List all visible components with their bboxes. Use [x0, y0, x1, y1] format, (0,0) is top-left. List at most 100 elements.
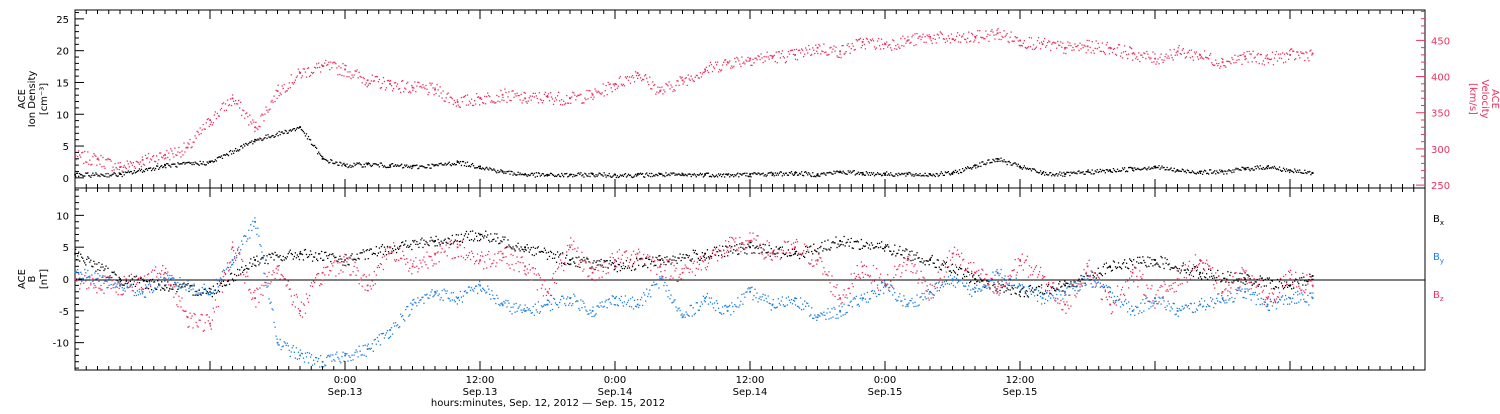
velocity-series-point — [298, 69, 299, 70]
bz-series-point — [546, 295, 547, 296]
density-series-point — [1116, 171, 1117, 172]
velocity-series-point — [1122, 57, 1123, 58]
bx-series-point — [928, 260, 929, 261]
bz-series-point — [506, 263, 507, 264]
bx-series-point — [1106, 262, 1107, 263]
velocity-series-point — [1119, 44, 1120, 45]
bx-series-point — [1147, 256, 1148, 257]
bx-series-point — [1257, 279, 1258, 280]
density-series-data-point — [344, 164, 346, 166]
bx-series-point — [464, 235, 465, 236]
velocity-series-data-point — [74, 155, 76, 157]
bz-series-point — [689, 272, 690, 273]
bx-series-point — [469, 240, 470, 241]
density-series-point — [1027, 168, 1028, 169]
velocity-series-point — [911, 36, 912, 37]
velocity-series-point — [384, 81, 385, 82]
density-series-point — [488, 169, 489, 170]
bx-series-point — [554, 258, 555, 259]
bz-series-point — [331, 263, 332, 264]
density-series-point — [832, 174, 833, 175]
density-series-point — [602, 174, 603, 175]
bx-series-point — [1207, 279, 1208, 280]
bx-series-point — [348, 264, 349, 265]
bz-series-point — [628, 265, 629, 266]
bx-series-point — [101, 264, 102, 265]
density-series-point — [1255, 166, 1256, 167]
velocity-series-point — [847, 45, 848, 46]
velocity-series-point — [921, 37, 922, 38]
bx-series-point — [1123, 262, 1124, 263]
velocity-series-point — [462, 101, 463, 102]
bz-series-point — [276, 273, 277, 274]
density-series-point — [873, 172, 874, 173]
bx-series-point — [1208, 269, 1209, 270]
density-series-point — [583, 176, 584, 177]
bx-series-point — [994, 286, 995, 287]
bx-series-point — [1148, 266, 1149, 267]
bz-series-point — [471, 251, 472, 252]
density-series-point — [306, 133, 307, 134]
velocity-series-point — [263, 120, 264, 121]
density-series-point — [456, 164, 457, 165]
density-series-point — [1230, 170, 1231, 171]
bx-series-point — [1143, 260, 1144, 261]
density-series-point — [495, 171, 496, 172]
velocity-series-point — [125, 167, 126, 168]
bz-series-point — [511, 264, 512, 265]
density-series-point — [924, 173, 925, 174]
density-series-point — [1205, 170, 1206, 171]
bx-series-point — [484, 235, 485, 236]
bx-series-point — [1129, 258, 1130, 259]
velocity-series-point — [542, 102, 543, 103]
density-series-point — [1186, 172, 1187, 173]
bz-series-point — [616, 266, 617, 267]
density-series-point — [942, 173, 943, 174]
bz-series-point — [254, 290, 255, 291]
bz-series-point — [312, 286, 313, 287]
bx-series-point — [695, 250, 696, 251]
density-series-data-point — [569, 174, 571, 176]
density-series-point — [1163, 167, 1164, 168]
velocity-series-point — [548, 93, 549, 94]
velocity-series-point — [403, 91, 404, 92]
bx-series-point — [485, 231, 486, 232]
bz-series-point — [650, 270, 651, 271]
velocity-series-point — [635, 71, 636, 72]
density-series-data-point — [524, 173, 526, 175]
bx-series-point — [734, 245, 735, 246]
bx-series-point — [501, 241, 502, 242]
density-series-data-point — [1267, 166, 1269, 168]
bx-series-point — [921, 258, 922, 259]
bz-series-point — [249, 289, 250, 290]
velocity-series-data-point — [299, 72, 301, 74]
density-series-point — [477, 167, 478, 168]
bz-series-point — [195, 322, 196, 323]
density-series-point — [90, 177, 91, 178]
density-series-point — [472, 163, 473, 164]
velocity-series-point — [112, 166, 113, 167]
density-series-data-point — [907, 173, 909, 175]
bx-series-point — [1132, 264, 1133, 265]
velocity-series-point — [990, 31, 991, 32]
bz-series-point — [526, 274, 527, 275]
bz-series-point — [395, 261, 396, 262]
bz-series-point — [414, 267, 415, 268]
bx-series-point — [355, 259, 356, 260]
density-series-point — [372, 165, 373, 166]
density-series-point — [1278, 169, 1279, 170]
density-series-point — [1293, 172, 1294, 173]
velocity-series-point — [1218, 63, 1219, 64]
density-series-point — [622, 175, 623, 176]
bz-series-point — [551, 295, 552, 296]
velocity-series-point — [1055, 42, 1056, 43]
velocity-series-data-point — [884, 43, 886, 45]
density-series-point — [151, 170, 152, 171]
bz-series-point — [385, 249, 386, 250]
velocity-series-point — [442, 97, 443, 98]
density-series-point — [932, 175, 933, 176]
bx-series-point — [1177, 268, 1178, 269]
velocity-series-point — [1300, 51, 1301, 52]
bx-series-point — [460, 241, 461, 242]
density-series-point — [800, 173, 801, 174]
